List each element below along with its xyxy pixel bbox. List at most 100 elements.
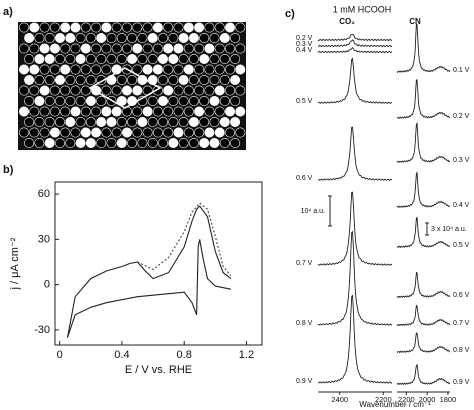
lattice-atom [230,32,241,43]
lattice-atom [80,127,91,138]
lattice-atom [29,22,40,33]
lattice-atom [214,127,225,138]
lattice-atom [44,32,55,43]
lattice-atom [65,32,76,43]
potential-label: 0.9 V [296,378,313,385]
lattice-atom [44,138,55,149]
lattice-atom [230,75,241,86]
lattice-atom [39,127,50,138]
lattice-atom [152,106,163,117]
lattice-atom [122,43,133,54]
lattice-atom [85,96,96,107]
spectrum [317,57,393,104]
unit-cell [88,67,162,109]
lattice-atom [65,138,76,149]
lattice-atom [199,53,210,64]
potential-label: 0.1 V [453,67,470,74]
lattice-atom [147,138,158,149]
lattice-atom [39,64,50,75]
lattice-atom [80,22,91,33]
x-tick-label: 1.2 [239,349,254,361]
lattice-atom [194,127,205,138]
lattice-atom [173,22,184,33]
lattice-atom [204,106,215,117]
lattice-atom [111,127,122,138]
lattice-atom [39,85,50,96]
lattice-atom [219,53,230,64]
lattice-atom [18,106,29,117]
spectrum [317,126,393,181]
lattice-atom [188,75,199,86]
lattice-atom [24,32,35,43]
lattice-atom [219,32,230,43]
lattice-atom [178,53,189,64]
lattice-atom [65,117,76,128]
lattice-atom [85,117,96,128]
plot-frame [54,181,263,346]
lattice-atom [60,43,71,54]
lattice-atom [96,96,107,107]
lattice-atom [75,138,86,149]
lattice-atom [54,75,65,86]
lattice-atom [29,127,40,138]
lattice-atom [122,22,133,33]
lattice-atom [75,96,86,107]
lattice-atom [188,32,199,43]
spectrum [396,121,451,163]
lattice-atom [70,85,81,96]
lattice-atom [209,96,220,107]
lattice-atom [70,106,81,117]
lattice-atom [111,22,122,33]
lattice-atom [65,75,76,86]
lattice-atom [106,75,117,86]
lattice-atom [106,117,117,128]
potential-label: 0.7 V [296,260,313,267]
spectrum [396,304,451,327]
lattice-atom [219,75,230,86]
lattice-atom [158,96,169,107]
lattice-atom [60,22,71,33]
y-tick-label: 30 [38,233,50,245]
lattice-atom [60,64,71,75]
lattice-atom [230,53,241,64]
spectrum [397,332,451,354]
lattice-atom [173,85,184,96]
potential-label: 0.7 V [453,320,470,327]
lattice-atom [142,64,153,75]
lattice-atom [49,22,60,33]
lattice-atom [183,106,194,117]
potential-label: 0.3 V [296,41,313,48]
potential-label: 0.4 V [453,202,470,209]
lattice-atom [235,85,246,96]
spectrum [396,271,451,298]
lattice-atom [80,43,91,54]
panel-label: c) [285,8,295,20]
lattice-atom [101,64,112,75]
lattice-atom [34,138,45,149]
lattice-atom [204,22,215,33]
lattice-atom [80,85,91,96]
cv-curve [137,202,232,276]
lattice-atom [168,32,179,43]
lattice-atom [178,75,189,86]
lattice-atom [85,53,96,64]
lattice-atom [127,138,138,149]
lattice-atom [235,22,246,33]
lattice-atom [173,64,184,75]
lattice-atom [199,117,210,128]
lattice-atom [60,127,71,138]
lattice-atom [142,106,153,117]
lattice-atom [106,138,117,149]
spectrum [396,171,451,209]
lattice-atom [65,53,76,64]
lattice-atom [24,117,35,128]
lattice-atom [219,138,230,149]
lattice-atom [127,75,138,86]
lattice-atom [18,43,29,54]
lattice-atom [96,53,107,64]
lattice-atom [204,64,215,75]
lattice-atom [142,43,153,54]
potential-label: 0.6 V [296,175,313,182]
lattice-atom [235,43,246,54]
